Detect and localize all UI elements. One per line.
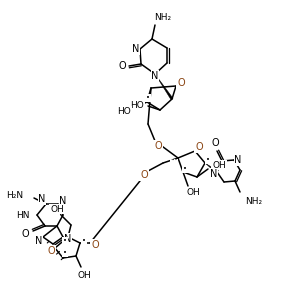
Text: N: N: [59, 196, 67, 206]
Polygon shape: [205, 163, 218, 173]
Text: O: O: [195, 142, 203, 152]
Text: OH: OH: [77, 271, 91, 280]
Text: HO: HO: [130, 101, 144, 109]
Text: NH₂: NH₂: [155, 13, 172, 21]
Text: HO: HO: [117, 106, 131, 116]
Text: N: N: [35, 236, 43, 246]
Text: •: •: [63, 238, 67, 244]
Text: OH: OH: [186, 188, 200, 196]
Text: OH: OH: [212, 161, 226, 170]
Text: •••: •••: [171, 159, 177, 163]
Text: O: O: [140, 170, 148, 180]
Text: N: N: [210, 169, 218, 179]
Text: •: •: [82, 238, 86, 244]
Text: •: •: [206, 157, 210, 163]
Text: O: O: [154, 141, 162, 151]
Text: O: O: [47, 246, 55, 256]
Text: H₂N: H₂N: [6, 191, 23, 200]
Text: N: N: [234, 155, 242, 165]
Text: O: O: [118, 61, 126, 71]
Text: HN: HN: [17, 211, 30, 220]
Text: •: •: [146, 95, 150, 101]
Text: N: N: [64, 234, 72, 244]
Polygon shape: [155, 74, 173, 100]
Text: O: O: [177, 78, 185, 88]
Text: O: O: [211, 138, 219, 148]
Text: O: O: [21, 229, 29, 239]
Text: NH₂: NH₂: [245, 196, 262, 206]
Text: N: N: [132, 44, 140, 54]
Text: •: •: [183, 166, 187, 172]
Text: •: •: [63, 250, 67, 256]
Text: O: O: [91, 240, 99, 250]
Text: N: N: [38, 194, 46, 204]
Text: OH: OH: [50, 205, 64, 213]
Text: N: N: [151, 71, 159, 81]
